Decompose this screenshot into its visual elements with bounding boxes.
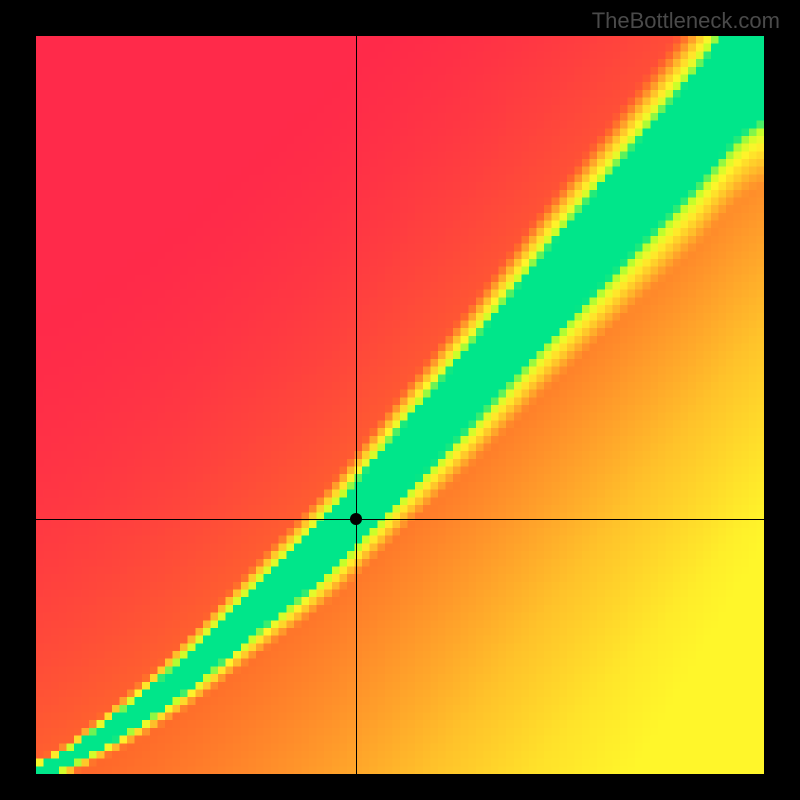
crosshair-vertical	[356, 36, 357, 774]
watermark-text: TheBottleneck.com	[592, 8, 780, 34]
plot-area	[36, 36, 764, 774]
heatmap-canvas-wrap	[36, 36, 764, 774]
crosshair-dot	[350, 513, 362, 525]
crosshair-horizontal	[36, 519, 764, 520]
heatmap-canvas	[36, 36, 764, 774]
